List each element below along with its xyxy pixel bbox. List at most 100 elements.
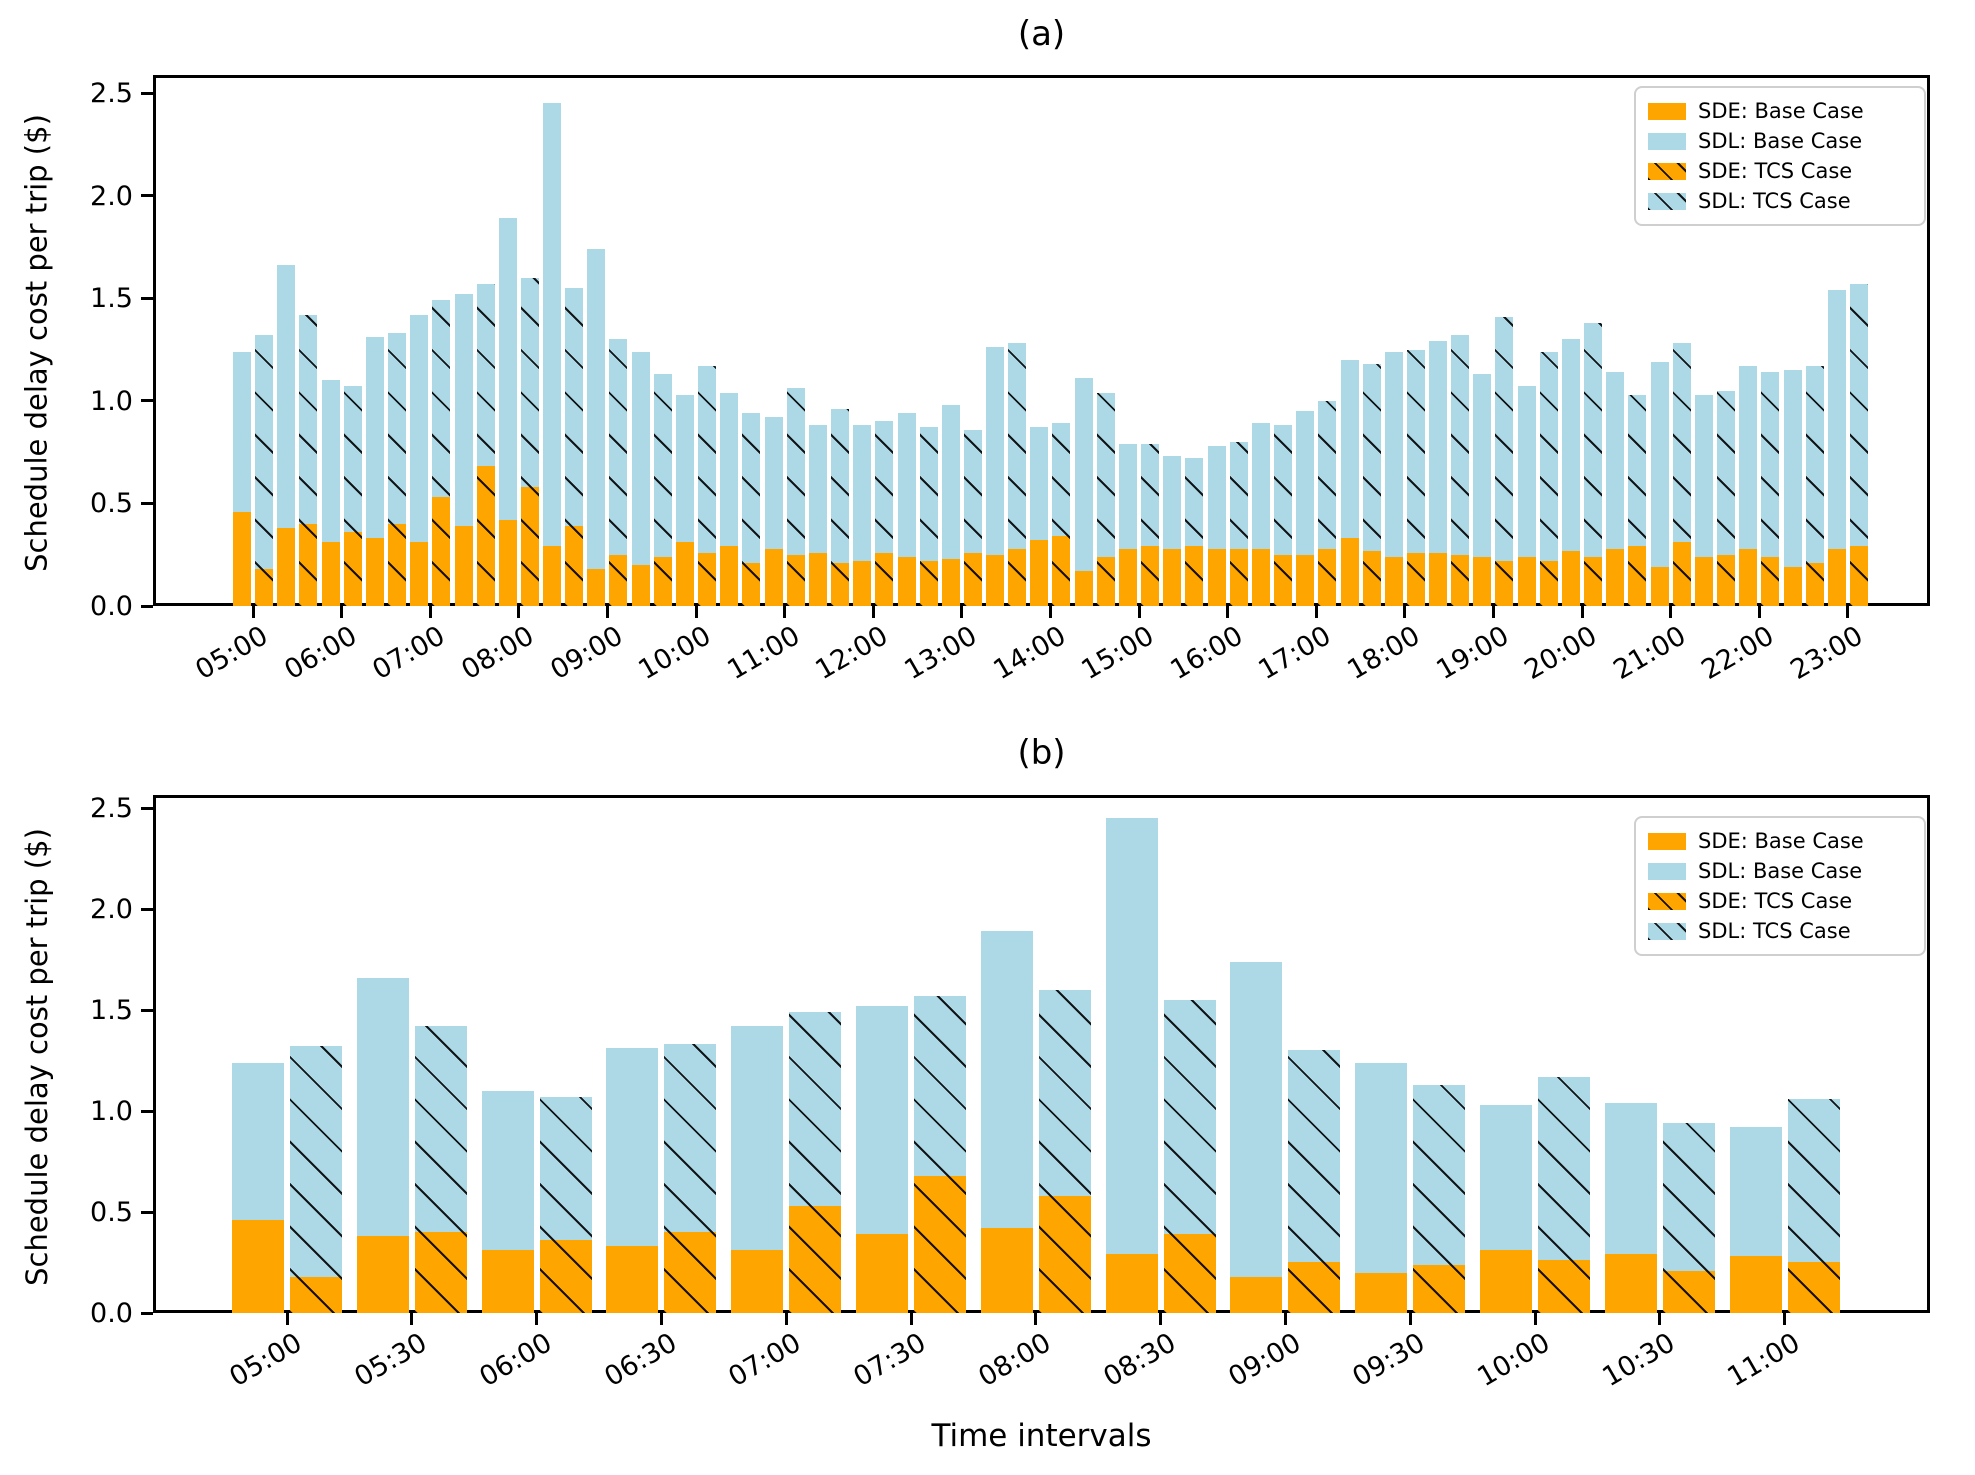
hatch-pattern (786, 388, 805, 606)
hatch-pattern (1761, 372, 1780, 606)
bar-tcs-case (565, 287, 584, 606)
x-axis-tick (1580, 606, 1584, 618)
sde-segment (365, 538, 384, 606)
bar-base-case (410, 314, 429, 606)
sdl-segment (1074, 378, 1093, 572)
bar-base-case (676, 394, 694, 606)
sdl-segment (1606, 372, 1625, 549)
x-axis-tick-label: 23:00 (1785, 620, 1869, 687)
sde-segment (1340, 538, 1359, 606)
hatch-pattern (1716, 390, 1735, 606)
hatch-pattern (1539, 351, 1558, 606)
sde-segment (676, 542, 694, 606)
bar-base-case (543, 103, 562, 606)
sdl-segment (1604, 1102, 1657, 1255)
sde-segment (356, 1236, 409, 1313)
x-axis-tick (1283, 1313, 1287, 1325)
sde-segment (1230, 1276, 1283, 1313)
sdl-segment (1694, 394, 1713, 557)
subplot-b-legend: SDE: Base Case SDL: Base Case SDE: TCS Cas… (1634, 816, 1926, 956)
sdl-segment (1729, 1127, 1782, 1257)
sde-segment (277, 528, 296, 606)
y-axis-tick-label: 0.0 (90, 1298, 133, 1329)
x-axis-tick-label: 10:30 (1597, 1327, 1681, 1394)
sdl-segment (1429, 341, 1448, 553)
subplot-a-legend: SDE: Base Case SDL: Base Case SDE: TCS Cas… (1634, 86, 1926, 226)
x-axis-tick (605, 606, 609, 618)
bar-tcs-case (387, 333, 406, 606)
sdl-segment (856, 1005, 908, 1235)
sde-segment (764, 548, 783, 606)
subplot-a-ylabel: Schedule delay cost per trip ($) (19, 114, 54, 572)
x-axis-tick-label: 09:00 (1223, 1327, 1306, 1394)
legend-swatch (1648, 832, 1686, 850)
hatch-pattern (1495, 316, 1514, 606)
hatch-pattern (1648, 162, 1686, 180)
sdl-segment (980, 931, 1033, 1229)
sdl-segment (1355, 1062, 1408, 1273)
bar-tcs-case (786, 388, 805, 606)
subplot-b-title: (b) (1017, 733, 1066, 773)
bar-base-case (720, 392, 739, 606)
bar-base-case (365, 337, 384, 606)
legend-swatch (1648, 102, 1686, 120)
sde-segment (1251, 548, 1270, 606)
bar-tcs-case (414, 1026, 467, 1313)
hatch-pattern (609, 339, 628, 606)
sdl-segment (1251, 423, 1270, 549)
bar-base-case (1473, 374, 1492, 606)
sde-segment (1562, 550, 1580, 606)
sde-segment (897, 556, 916, 606)
bar-base-case (1340, 359, 1359, 606)
bar-tcs-case (343, 386, 362, 606)
sdl-segment (1296, 411, 1315, 555)
sdl-segment (410, 314, 429, 543)
sde-segment (853, 560, 872, 606)
hatch-pattern (914, 995, 966, 1313)
bar-tcs-case (299, 314, 318, 606)
y-axis-tick-label: 1.0 (90, 385, 133, 417)
y-axis-tick-label: 2.5 (90, 78, 133, 109)
sdl-segment (454, 294, 473, 526)
bar-base-case (631, 351, 650, 606)
bar-base-case (606, 1048, 659, 1313)
y-axis-tick-label: 0.5 (90, 488, 133, 520)
x-axis-tick-label: 07:30 (848, 1327, 932, 1394)
x-axis-tick (784, 1313, 788, 1325)
bar-tcs-case (1096, 392, 1115, 606)
hatch-pattern (698, 365, 716, 606)
bar-tcs-case (1163, 999, 1216, 1313)
bar-base-case (853, 425, 872, 606)
bar-tcs-case (1451, 335, 1470, 606)
legend-row: SDE: TCS Case (1648, 886, 1912, 916)
sdl-segment (1340, 359, 1359, 539)
y-axis-tick-label: 1.5 (90, 995, 133, 1026)
hatch-pattern (1273, 425, 1292, 606)
bar-tcs-case (1805, 365, 1824, 606)
sdl-segment (1105, 818, 1158, 1255)
legend-swatch (1648, 132, 1686, 150)
x-axis-tick (340, 606, 344, 618)
bar-base-case (1604, 1102, 1657, 1313)
sdl-segment (1517, 386, 1536, 557)
sdl-segment (277, 265, 296, 528)
sde-segment (1517, 556, 1536, 606)
x-axis-tick-label: 06:00 (279, 620, 363, 687)
bar-base-case (1729, 1127, 1782, 1313)
sdl-segment (233, 351, 251, 512)
sde-segment (1384, 556, 1403, 606)
hatch-pattern (1805, 365, 1824, 606)
bar-tcs-case (1787, 1098, 1840, 1313)
x-axis-tick-label: 06:00 (474, 1327, 558, 1394)
bar-tcs-case (875, 421, 894, 606)
bar-tcs-case (1761, 372, 1780, 606)
hatch-pattern (1672, 343, 1691, 606)
x-axis-tick-label: 10:00 (1472, 1327, 1556, 1394)
sde-segment (1163, 548, 1182, 606)
sde-segment (986, 554, 1005, 606)
x-axis-tick-label: 15:00 (1076, 620, 1160, 687)
bar-tcs-case (1849, 283, 1868, 606)
sde-segment (856, 1234, 908, 1313)
sdl-segment (321, 380, 340, 543)
bar-base-case (980, 931, 1033, 1313)
